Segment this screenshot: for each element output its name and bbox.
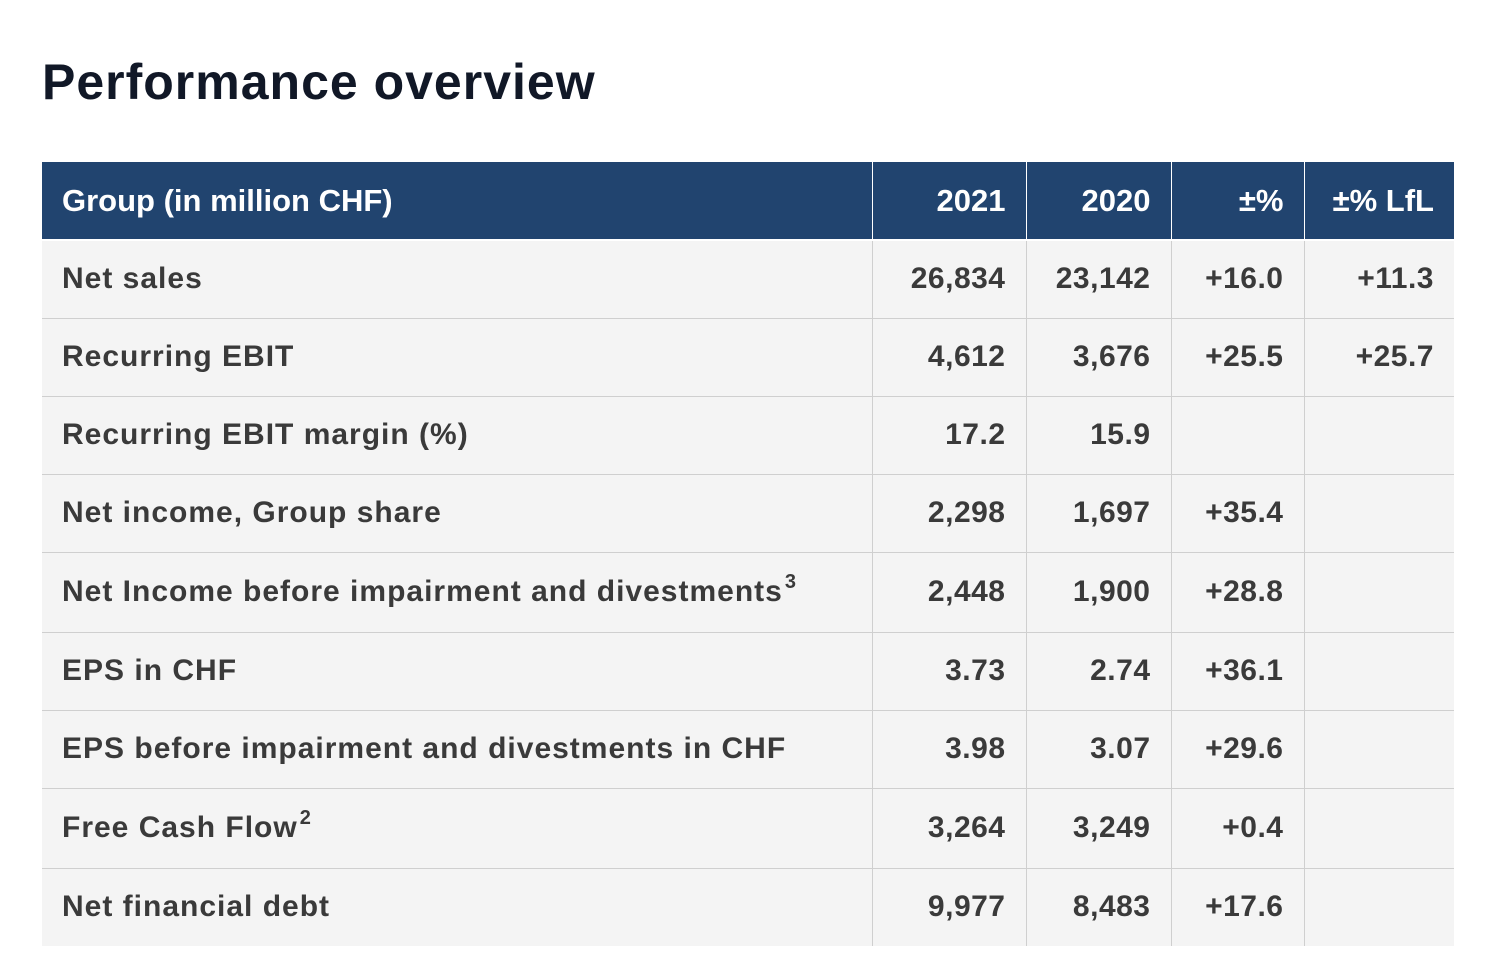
row-label-text: Net financial debt (62, 890, 331, 924)
cell-2020: 3.07 (1026, 709, 1172, 788)
table-row: EPS in CHF 3.73 2.74 +36.1 (42, 631, 1454, 710)
table-row: Net income, Group share 2,298 1,697 +35.… (42, 473, 1454, 552)
cell-change-lfl (1304, 551, 1454, 632)
footnote-marker: 2 (299, 807, 312, 829)
cell-2021: 4,612 (872, 317, 1027, 396)
cell-2020: 2.74 (1026, 631, 1172, 710)
cell-change-lfl (1304, 631, 1454, 710)
cell-change: +28.8 (1171, 551, 1305, 632)
cell-2020: 15.9 (1026, 395, 1172, 474)
header-change-lfl: ±% LfL (1332, 182, 1434, 218)
cell-change: +16.0 (1171, 239, 1305, 318)
cell-change: +35.4 (1171, 473, 1305, 552)
row-label: Free Cash Flow 2 (42, 787, 873, 868)
page-title: Performance overview (42, 54, 596, 110)
table-row: Recurring EBIT 4,612 3,676 +25.5 +25.7 (42, 317, 1454, 396)
table-row: Net sales 26,834 23,142 +16.0 +11.3 (42, 239, 1454, 318)
row-label-text: Net sales (62, 262, 203, 296)
row-label: Net income, Group share (42, 473, 873, 552)
cell-2020: 3,676 (1026, 317, 1172, 396)
header-group: Group (in million CHF) (42, 162, 873, 240)
row-label: EPS in CHF (42, 631, 873, 710)
cell-change (1171, 395, 1305, 474)
row-label-text: Recurring EBIT margin (%) (62, 418, 469, 451)
row-label-text: EPS in CHF (62, 654, 238, 687)
cell-2021: 26,834 (872, 239, 1027, 318)
cell-change-lfl (1304, 787, 1454, 868)
row-label-text: Net Income before impairment and divestm… (62, 575, 783, 608)
cell-change: +29.6 (1171, 709, 1305, 788)
footnote-marker: 3 (784, 571, 797, 593)
cell-change-lfl: +25.7 (1304, 317, 1454, 396)
cell-2021: 3.98 (872, 709, 1027, 788)
cell-2020: 3,249 (1026, 787, 1172, 868)
cell-change-lfl (1304, 867, 1454, 946)
table-header-row: Group (in million CHF) 2021 2020 ±% ±% L… (42, 162, 1454, 240)
table-row: Recurring EBIT margin (%) 17.2 15.9 (42, 395, 1454, 474)
table-row: Net Income before impairment and divestm… (42, 551, 1454, 632)
table-row: EPS before impairment and divestments in… (42, 709, 1454, 788)
cell-change-lfl (1304, 709, 1454, 788)
cell-2021: 2,448 (872, 551, 1027, 632)
cell-2020: 8,483 (1026, 867, 1172, 946)
cell-2021: 9,977 (872, 867, 1027, 946)
cell-2021: 3,264 (872, 787, 1027, 868)
row-label-text: Recurring EBIT (62, 340, 295, 373)
header-2021: 2021 (872, 162, 1027, 240)
cell-change-lfl: +11.3 (1304, 239, 1454, 318)
cell-change-lfl (1304, 395, 1454, 474)
row-label: Net sales (42, 239, 873, 318)
cell-change: +0.4 (1171, 787, 1305, 868)
row-label-text: Net income, Group share (62, 496, 442, 529)
cell-2021: 3.73 (872, 631, 1027, 710)
cell-change: +25.5 (1171, 317, 1305, 396)
row-label-text: Free Cash Flow (62, 811, 298, 844)
cell-change-lfl (1304, 473, 1454, 552)
cell-2021: 17.2 (872, 395, 1027, 474)
row-label: Net Income before impairment and divestm… (42, 551, 873, 632)
cell-change: +17.6 (1171, 867, 1305, 946)
cell-2020: 23,142 (1026, 239, 1172, 318)
table-body: Net sales 26,834 23,142 +16.0 +11.3 Recu… (42, 239, 1454, 946)
cell-change: +36.1 (1171, 631, 1305, 710)
row-label: EPS before impairment and divestments in… (42, 709, 873, 788)
header-change: ±% (1171, 162, 1305, 240)
cell-2020: 1,900 (1026, 551, 1172, 632)
row-label: Recurring EBIT (42, 317, 873, 396)
row-label: Net financial debt (42, 867, 873, 946)
performance-table: Group (in million CHF) 2021 2020 ±% ±% L… (42, 162, 1454, 946)
cell-2021: 2,298 (872, 473, 1027, 552)
row-label: Recurring EBIT margin (%) (42, 395, 873, 474)
cell-2020: 1,697 (1026, 473, 1172, 552)
row-label-text: EPS before impairment and divestments in… (62, 732, 787, 765)
table-row: Free Cash Flow 2 3,264 3,249 +0.4 (42, 787, 1454, 868)
header-2020: 2020 (1026, 162, 1172, 240)
table-row: Net financial debt 9,977 8,483 +17.6 (42, 867, 1454, 946)
